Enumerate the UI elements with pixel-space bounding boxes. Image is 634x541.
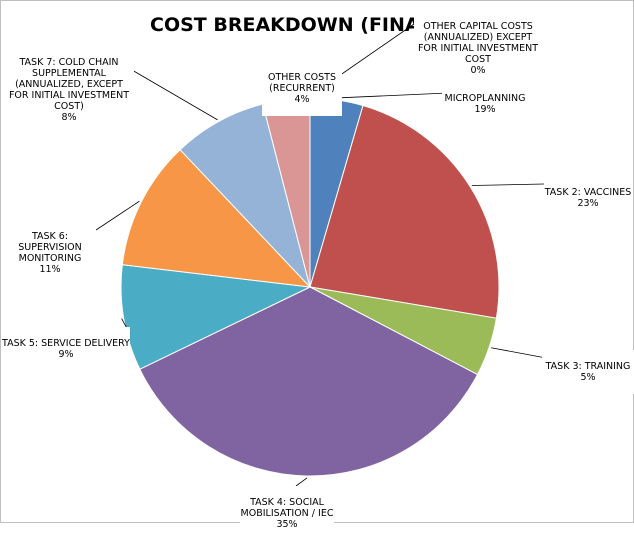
- label-name: TASK 3: TRAINING: [545, 361, 631, 372]
- label-name: MICROPLANNING: [444, 93, 526, 104]
- label-percent: 19%: [474, 104, 496, 115]
- label-name: TASK 5: SERVICE DELIVERY: [2, 338, 130, 349]
- pie-slice: [121, 149, 312, 288]
- label-task-5-service-delivery: TASK 5: SERVICE DELIVERY 9%: [2, 327, 130, 371]
- label-percent: 4%: [294, 94, 310, 105]
- label-percent: 0%: [470, 65, 486, 76]
- label-other-capital-costs: OTHER CAPITAL COSTS (ANNUALIZED) EXCEPT …: [414, 10, 542, 87]
- label-microplanning: MICROPLANNING 19%: [442, 82, 528, 126]
- label-percent: 11%: [39, 264, 61, 275]
- label-name: OTHER COSTS (RECURRENT): [267, 72, 337, 94]
- label-percent: 8%: [61, 112, 77, 123]
- label-task-4-social-mobilisation: TASK 4: SOCIAL MOBILISATION / IEC 35%: [240, 486, 334, 541]
- leader-line: [491, 347, 547, 359]
- leader-line: [295, 477, 308, 487]
- label-percent: 9%: [58, 349, 74, 360]
- label-task-6-supervision: TASK 6: SUPERVISION MONITORING 11%: [4, 220, 96, 286]
- label-task-2-vaccines: TASK 2: VACCINES 23%: [544, 176, 632, 220]
- leader-line: [471, 183, 545, 186]
- chart-title: COST BREAKDOWN (FINANCIAL: [150, 14, 430, 36]
- label-percent: 23%: [577, 198, 599, 209]
- leader-line: [95, 200, 140, 231]
- label-task-3-training: TASK 3: TRAINING 5%: [542, 350, 634, 394]
- leader-line: [131, 69, 218, 121]
- pie-chart: [95, 23, 547, 487]
- pie-slices: [120, 97, 500, 477]
- label-name: TASK 7: COLD CHAIN SUPPLEMENTAL (ANNUALI…: [8, 57, 130, 112]
- pie-slice: [309, 104, 500, 319]
- label-percent: 35%: [276, 519, 298, 530]
- label-percent: 5%: [580, 372, 596, 383]
- label-name: OTHER CAPITAL COSTS (ANNUALIZED) EXCEPT …: [417, 21, 539, 65]
- label-name: TASK 2: VACCINES: [544, 187, 632, 198]
- label-name: TASK 4: SOCIAL MOBILISATION / IEC: [240, 497, 334, 519]
- label-name: TASK 6: SUPERVISION MONITORING: [18, 231, 82, 264]
- pie-slice: [179, 103, 311, 288]
- pie-slice: [120, 264, 312, 370]
- label-other-costs-recurrent: OTHER COSTS (RECURRENT) 4%: [262, 61, 342, 116]
- pie-slice: [139, 286, 479, 477]
- label-task-7-cold-chain: TASK 7: COLD CHAIN SUPPLEMENTAL (ANNUALI…: [4, 46, 134, 134]
